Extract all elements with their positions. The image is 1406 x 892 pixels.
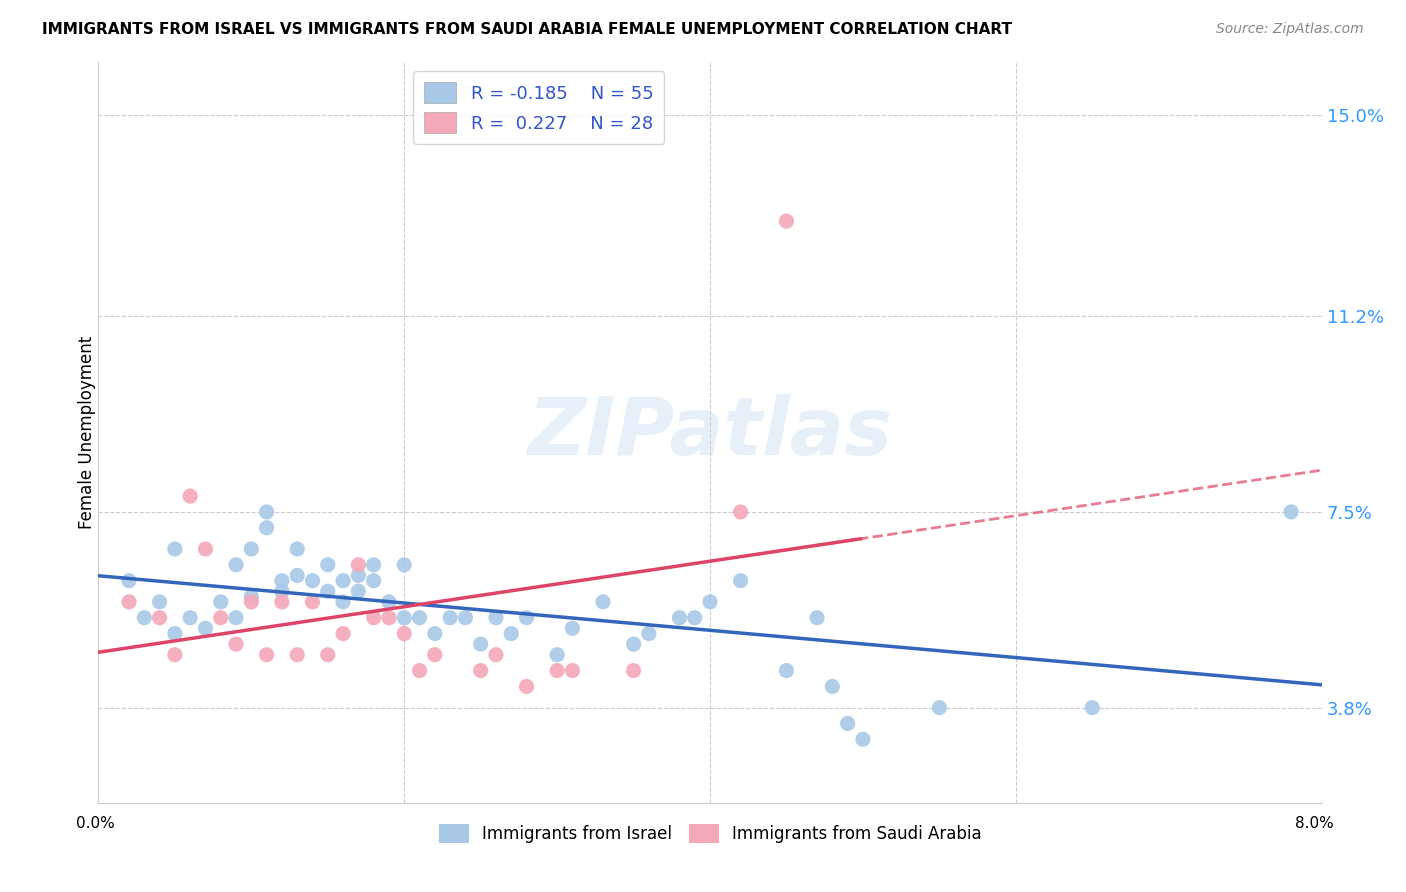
Point xyxy=(392,558,416,572)
Point xyxy=(378,610,401,624)
Point xyxy=(316,584,339,599)
Point xyxy=(501,626,523,640)
Point xyxy=(730,505,752,519)
Point xyxy=(209,595,232,609)
Point xyxy=(423,648,446,662)
Point xyxy=(118,574,141,588)
Point xyxy=(852,732,875,747)
Point xyxy=(301,574,323,588)
Point xyxy=(209,610,232,624)
Point xyxy=(163,541,186,556)
Point xyxy=(561,664,583,678)
Point xyxy=(516,680,538,694)
Point xyxy=(256,648,278,662)
Text: 0.0%: 0.0% xyxy=(76,816,115,830)
Point xyxy=(316,648,339,662)
Point xyxy=(592,595,614,609)
Point xyxy=(546,648,568,662)
Point xyxy=(149,595,172,609)
Point xyxy=(423,626,446,640)
Point xyxy=(775,214,797,228)
Text: 8.0%: 8.0% xyxy=(1295,816,1334,830)
Point xyxy=(561,621,583,635)
Point xyxy=(163,626,186,640)
Point xyxy=(623,664,645,678)
Point xyxy=(163,648,186,662)
Point xyxy=(470,664,492,678)
Point xyxy=(928,700,950,714)
Point xyxy=(270,574,294,588)
Point xyxy=(240,595,263,609)
Point xyxy=(683,610,706,624)
Point xyxy=(408,610,430,624)
Y-axis label: Female Unemployment: Female Unemployment xyxy=(79,336,96,529)
Point xyxy=(194,541,217,556)
Point xyxy=(363,558,385,572)
Point xyxy=(179,489,201,503)
Point xyxy=(392,610,416,624)
Point xyxy=(225,637,247,651)
Point xyxy=(194,621,217,635)
Point xyxy=(485,610,508,624)
Point xyxy=(332,595,354,609)
Point xyxy=(347,584,370,599)
Point xyxy=(1081,700,1104,714)
Point xyxy=(225,558,247,572)
Point xyxy=(485,648,508,662)
Point xyxy=(775,664,797,678)
Point xyxy=(454,610,477,624)
Point xyxy=(821,680,844,694)
Point xyxy=(378,595,401,609)
Point xyxy=(806,610,828,624)
Point xyxy=(730,574,752,588)
Text: Source: ZipAtlas.com: Source: ZipAtlas.com xyxy=(1216,22,1364,37)
Point xyxy=(285,648,308,662)
Point xyxy=(240,590,263,604)
Point xyxy=(240,541,263,556)
Point xyxy=(316,558,339,572)
Point xyxy=(1279,505,1302,519)
Point xyxy=(134,610,156,624)
Point xyxy=(118,595,141,609)
Point xyxy=(516,610,538,624)
Point xyxy=(363,574,385,588)
Point xyxy=(470,637,492,651)
Point xyxy=(623,637,645,651)
Point xyxy=(668,610,690,624)
Point xyxy=(439,610,461,624)
Point xyxy=(256,521,278,535)
Point xyxy=(256,505,278,519)
Point xyxy=(546,664,568,678)
Text: ZIPatlas: ZIPatlas xyxy=(527,393,893,472)
Point xyxy=(149,610,172,624)
Point xyxy=(837,716,859,731)
Point xyxy=(285,568,308,582)
Point xyxy=(270,584,294,599)
Point xyxy=(347,568,370,582)
Point xyxy=(179,610,201,624)
Point xyxy=(363,610,385,624)
Point xyxy=(301,595,323,609)
Point xyxy=(699,595,721,609)
Point xyxy=(392,626,416,640)
Point xyxy=(347,558,370,572)
Point xyxy=(270,595,294,609)
Point xyxy=(637,626,661,640)
Point xyxy=(225,610,247,624)
Point xyxy=(285,541,308,556)
Point xyxy=(332,574,354,588)
Point xyxy=(332,626,354,640)
Text: IMMIGRANTS FROM ISRAEL VS IMMIGRANTS FROM SAUDI ARABIA FEMALE UNEMPLOYMENT CORRE: IMMIGRANTS FROM ISRAEL VS IMMIGRANTS FRO… xyxy=(42,22,1012,37)
Point xyxy=(408,664,430,678)
Legend: Immigrants from Israel, Immigrants from Saudi Arabia: Immigrants from Israel, Immigrants from … xyxy=(432,817,988,850)
